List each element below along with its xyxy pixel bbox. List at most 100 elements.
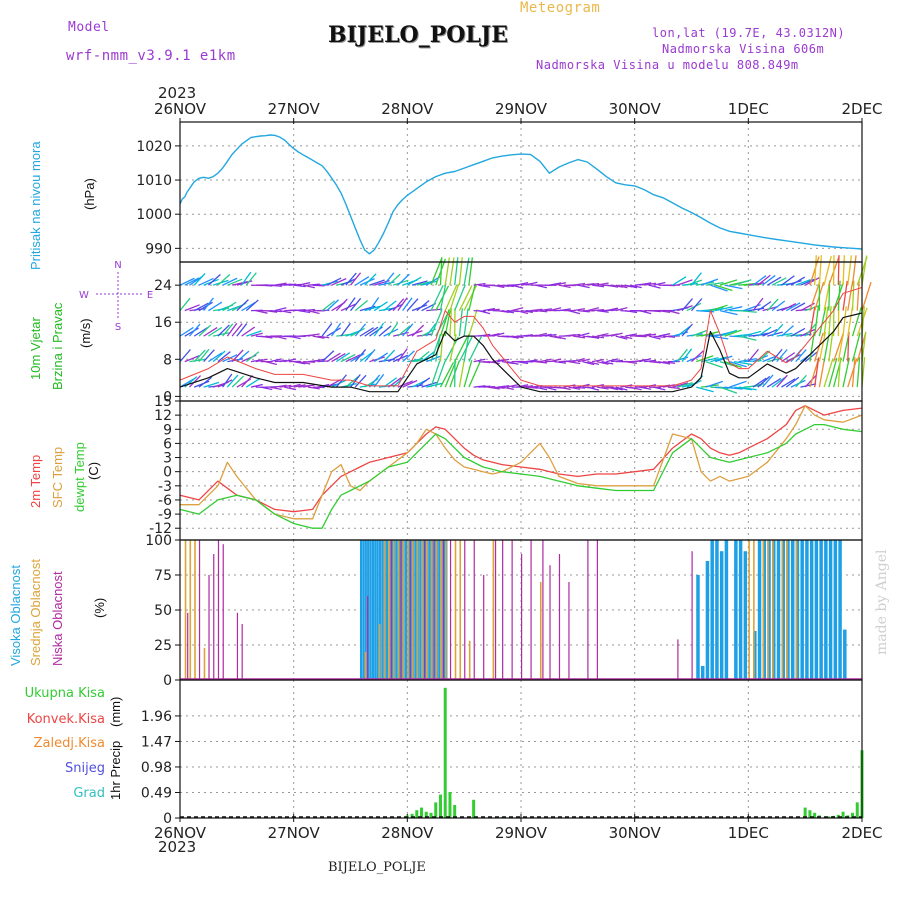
wind-vector <box>364 326 379 337</box>
high-cloud-bar <box>824 540 828 680</box>
wind-vector <box>435 360 446 388</box>
wind-vector <box>539 308 552 312</box>
wind-vector <box>535 284 548 289</box>
wind-vector <box>752 377 767 388</box>
time-tick-bottom: 28NOV <box>381 824 434 842</box>
low-cloud-bar <box>494 540 497 680</box>
wind-vector <box>625 360 638 364</box>
wind-vector <box>747 348 760 363</box>
wind-vector <box>813 357 820 388</box>
compass-label: W <box>79 290 89 301</box>
mid-cloud-bar <box>378 624 381 680</box>
wind-vector <box>856 357 861 388</box>
high-cloud-bar <box>364 540 367 680</box>
wind-vector <box>265 310 278 313</box>
y-tick-label: 0.98 <box>141 760 172 776</box>
wind-vector <box>851 332 861 362</box>
wind-vector <box>189 375 202 388</box>
wind-vector <box>596 386 609 390</box>
wind-vector <box>544 333 557 337</box>
mid-cloud-bar <box>459 540 462 680</box>
wind-vector <box>193 349 206 363</box>
wind-ylabel-1: 10m Vjetar <box>28 317 43 380</box>
wind-vector <box>823 358 834 388</box>
wind-vector <box>719 310 738 316</box>
cloud-ylabel-low: Niska Oblacnost <box>50 571 65 666</box>
wind-vector <box>625 284 638 289</box>
wind-vector <box>501 284 515 288</box>
wind-vector <box>525 281 538 286</box>
wind-vector <box>179 349 191 363</box>
model-name: wrf-nmm_v3.9.1 e1km <box>66 48 236 64</box>
wind-vector <box>193 326 209 337</box>
wind-vector <box>520 385 533 388</box>
wind-vector <box>766 298 779 312</box>
wind-vector <box>397 273 410 286</box>
low-cloud-bar <box>433 540 435 680</box>
wind-vector <box>610 332 623 337</box>
high-cloud-bar <box>428 540 431 680</box>
wind-vector <box>179 297 191 312</box>
low-cloud-bar <box>691 551 693 680</box>
wind-vector <box>790 302 806 312</box>
wind-vector <box>487 360 500 365</box>
time-tick-top: 29NOV <box>495 100 548 118</box>
wind-vector <box>606 307 619 312</box>
precip-bar <box>803 807 807 818</box>
wind-vector <box>274 384 287 388</box>
wind-unit: (m/s) <box>78 318 93 348</box>
wind-vector <box>506 383 519 388</box>
wind-vector <box>776 349 788 363</box>
mid-cloud-bar <box>772 540 774 680</box>
wind-vector <box>463 333 470 362</box>
wind-vector <box>766 276 782 286</box>
wind-vector <box>208 352 223 363</box>
wind-vector <box>303 308 316 312</box>
wind-vector <box>293 309 306 312</box>
wind-vector <box>473 282 486 286</box>
wind-vector <box>321 350 335 363</box>
high-cloud-bar <box>753 631 757 680</box>
wind-vector <box>591 358 604 363</box>
mid-cloud-bar <box>393 540 395 680</box>
wind-vector <box>847 358 858 388</box>
time-tick-bottom: 2DEC <box>841 824 882 842</box>
wind-vector <box>676 348 688 363</box>
mid-cloud-bar <box>767 540 769 680</box>
high-cloud-bar <box>371 540 375 680</box>
wind-vector <box>212 350 226 363</box>
wind-vector <box>468 283 477 311</box>
wind-vector <box>179 326 194 337</box>
wind-vector <box>383 272 395 286</box>
wind-vector <box>757 326 772 337</box>
precip-bar <box>813 812 817 818</box>
wind-vector <box>818 357 826 388</box>
legend-freezing-rain: Zaledj.Kisa <box>33 736 105 751</box>
wind-vector <box>832 333 844 362</box>
mid-cloud-bar <box>468 640 471 680</box>
wind-vector <box>781 275 795 286</box>
wind-vector <box>406 298 419 312</box>
panel-frame <box>179 400 863 541</box>
wind-vector <box>648 335 661 340</box>
wind-vector <box>340 353 356 363</box>
mid-cloud-bar <box>412 540 414 680</box>
high-cloud-bar <box>395 540 398 680</box>
wind-vector <box>444 284 458 311</box>
wind-vector <box>795 279 811 286</box>
wind-vector <box>644 333 657 337</box>
wind-vector <box>752 297 764 312</box>
wind-vector <box>771 300 786 312</box>
wind-vector <box>487 386 500 390</box>
temp-line-2m <box>179 405 863 513</box>
wind-vector <box>284 386 297 391</box>
wind-vector <box>188 323 201 337</box>
wind-vector <box>762 328 778 337</box>
wind-vector <box>416 350 430 363</box>
wind-vector <box>307 333 320 337</box>
wind-vector <box>402 323 414 337</box>
wind-vector <box>203 349 215 363</box>
wind-vector <box>250 332 263 337</box>
wind-vector <box>516 310 529 315</box>
